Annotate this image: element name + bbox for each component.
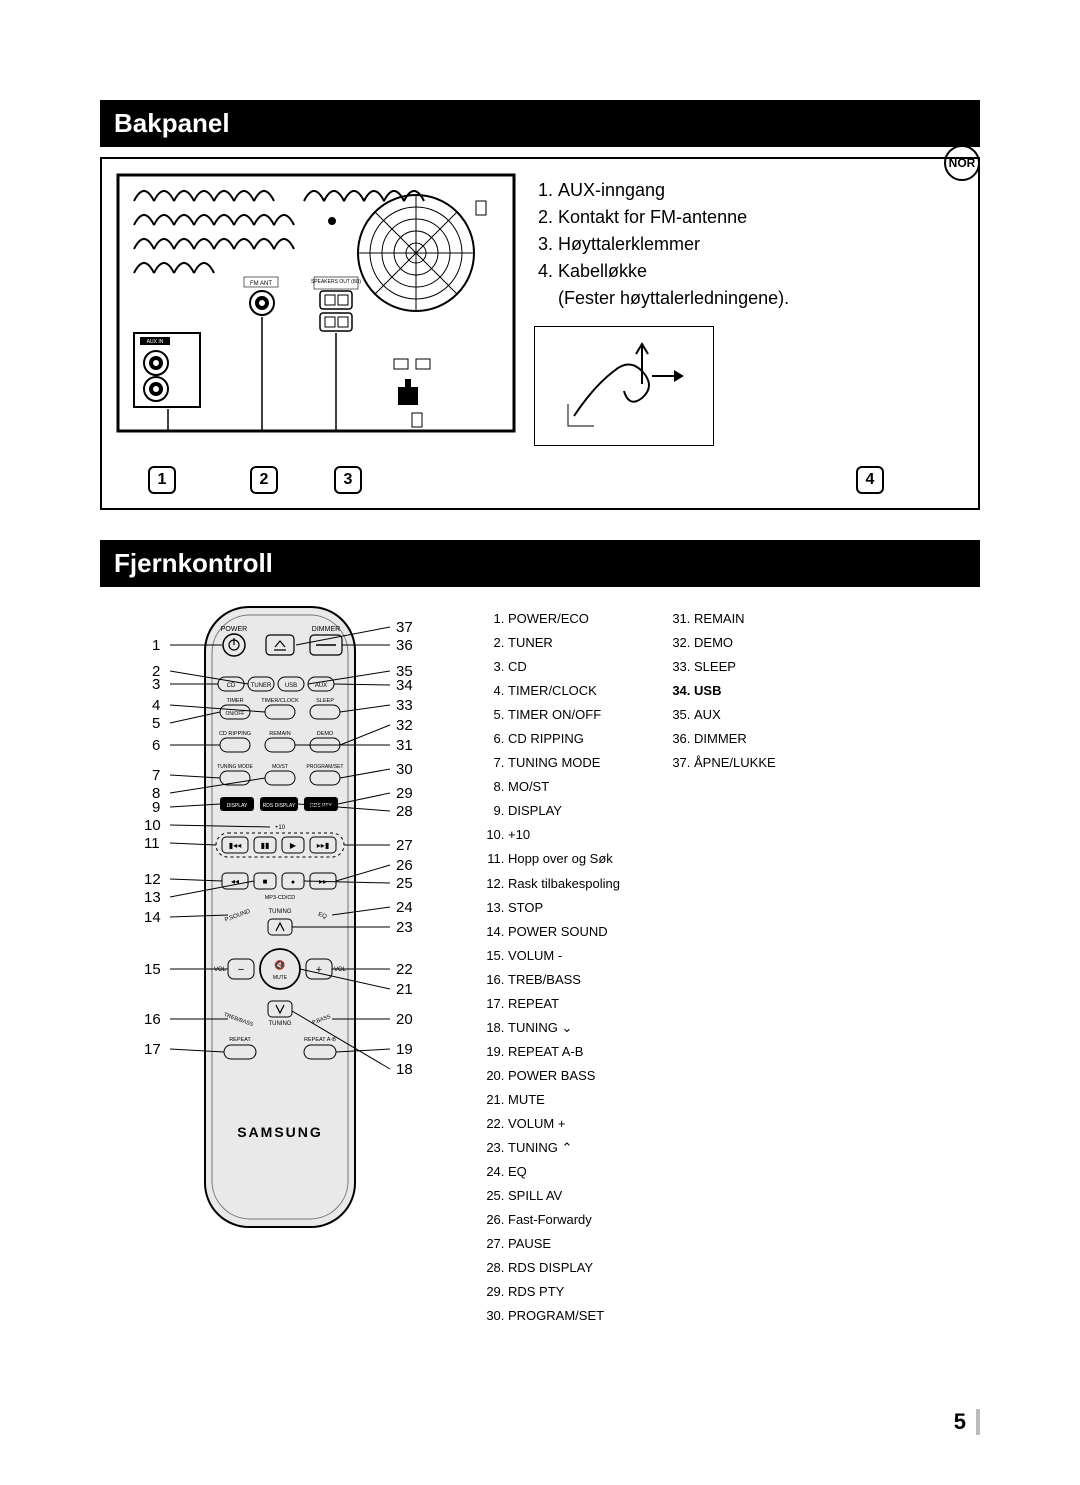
legend-item: Hopp over og Søk — [508, 847, 620, 871]
legend-item: PROGRAM/SET — [508, 1304, 620, 1328]
legend-item: EQ — [508, 1160, 620, 1184]
svg-text:VOL: VOL — [214, 967, 227, 973]
svg-text:CD: CD — [227, 683, 236, 689]
legend-item: MUTE — [508, 1088, 620, 1112]
legend-item: RDS DISPLAY — [508, 1256, 620, 1280]
legend-item: POWER/ECO — [508, 607, 620, 631]
bakpanel-item: AUX-inngang — [558, 177, 964, 204]
legend-item: +10 — [508, 823, 620, 847]
bakpanel-item: Høyttalerklemmer — [558, 231, 964, 258]
bakpanel-item: Kontakt for FM-antenne — [558, 204, 964, 231]
auxin-label: AUX IN — [147, 339, 164, 345]
legend-item: MO/ST — [508, 775, 620, 799]
legend-item: POWER BASS — [508, 1064, 620, 1088]
legend-item: TUNING ⌃ — [508, 1136, 620, 1160]
ref-badge: 4 — [856, 466, 884, 494]
legend-item: USB — [694, 679, 776, 703]
svg-text:●: ● — [291, 879, 295, 886]
svg-text:CD RIPPING: CD RIPPING — [219, 731, 251, 737]
legend-item: Fast-Forwardy — [508, 1208, 620, 1232]
svg-text:MO/ST: MO/ST — [272, 764, 288, 770]
svg-text:MP3-CD/CD: MP3-CD/CD — [265, 895, 296, 901]
legend-item: PAUSE — [508, 1232, 620, 1256]
legend-item: DIMMER — [694, 727, 776, 751]
legend-item: TUNING MODE — [508, 751, 620, 775]
legend-item: REPEAT A-B — [508, 1040, 620, 1064]
section-title-bakpanel: Bakpanel — [100, 100, 980, 147]
svg-text:−: − — [238, 964, 244, 976]
svg-text:■: ■ — [263, 877, 268, 886]
svg-text:+10: +10 — [275, 825, 286, 831]
svg-text:TUNING: TUNING — [269, 1021, 292, 1027]
legend-item: CD RIPPING — [508, 727, 620, 751]
legend-item: VOLUM - — [508, 944, 620, 968]
legend-item: VOLUM + — [508, 1112, 620, 1136]
svg-text:POWER: POWER — [221, 626, 247, 633]
fmant-label: FM ANT — [250, 281, 272, 287]
svg-text:SLEEP: SLEEP — [316, 698, 334, 704]
svg-text:MUTE: MUTE — [273, 975, 288, 981]
svg-text:REMAIN: REMAIN — [269, 731, 290, 737]
legend-item: TUNER — [508, 631, 620, 655]
svg-text:TUNER: TUNER — [251, 683, 272, 689]
svg-text:▮▮: ▮▮ — [261, 841, 270, 850]
svg-text:DIMMER: DIMMER — [312, 626, 340, 633]
bakpanel-frame: FM ANT SPEAKERS OUT (8Ω) A — [100, 157, 980, 510]
legend-item: TREB/BASS — [508, 968, 620, 992]
legend-item: CD — [508, 655, 620, 679]
svg-text:TUNING: TUNING — [269, 909, 292, 915]
bakpanel-extra: (Fester høyttalerledningene). — [558, 285, 964, 312]
legend-item: TIMER ON/OFF — [508, 703, 620, 727]
svg-text:▸▸▮: ▸▸▮ — [317, 841, 329, 850]
section-title-fjernkontroll: Fjernkontroll — [100, 540, 980, 587]
page: NOR Bakpanel — [0, 0, 1080, 1485]
ref-badge: 3 — [334, 466, 362, 494]
legend-item: AUX — [694, 703, 776, 727]
remote-legend: POWER/ECOTUNERCDTIMER/CLOCKTIMER ON/OFFC… — [484, 597, 980, 1328]
legend-col: REMAINDEMOSLEEPUSBAUXDIMMERÅPNE/LUKKE — [670, 607, 776, 1328]
svg-text:DISPLAY: DISPLAY — [227, 803, 248, 809]
legend-item: RDS PTY — [508, 1280, 620, 1304]
legend-item: STOP — [508, 896, 620, 920]
cable-loop-inset — [534, 326, 714, 446]
legend-item: POWER SOUND — [508, 920, 620, 944]
svg-text:AUX: AUX — [315, 683, 327, 689]
svg-text:SAMSUNG: SAMSUNG — [237, 1124, 323, 1140]
legend-item: REMAIN — [694, 607, 776, 631]
legend-item: Rask tilbakespoling — [508, 872, 620, 896]
ref-badge: 2 — [250, 466, 278, 494]
bakpanel-ref-row: 1 2 3 4 — [116, 466, 964, 494]
ref-badge: 1 — [148, 466, 176, 494]
legend-item: TUNING ⌄ — [508, 1016, 620, 1040]
svg-text:🔇: 🔇 — [274, 959, 285, 970]
legend-item: DEMO — [694, 631, 776, 655]
svg-text:REPEAT A-B: REPEAT A-B — [304, 1037, 336, 1043]
svg-text:▮◂◂: ▮◂◂ — [229, 841, 241, 850]
svg-text:▶: ▶ — [290, 841, 297, 850]
svg-text:TIMER: TIMER — [226, 698, 243, 704]
legend-col: POWER/ECOTUNERCDTIMER/CLOCKTIMER ON/OFFC… — [484, 607, 620, 1328]
bakpanel-item: Kabelløkke — [558, 258, 964, 285]
legend-item: DISPLAY — [508, 799, 620, 823]
bakpanel-list: AUX-inngang Kontakt for FM-antenne Høytt… — [534, 173, 964, 446]
svg-text:REPEAT: REPEAT — [229, 1037, 251, 1043]
remote-diagram: POWER DIMMER CD TUNER USB AUX — [100, 597, 460, 1242]
page-number: 5 — [954, 1409, 980, 1435]
legend-item: TIMER/CLOCK — [508, 679, 620, 703]
language-badge: NOR — [944, 145, 980, 181]
legend-item: SLEEP — [694, 655, 776, 679]
svg-text:RDS DISPLAY: RDS DISPLAY — [263, 803, 296, 809]
legend-item: ÅPNE/LUKKE — [694, 751, 776, 775]
svg-text:TIMER/CLOCK: TIMER/CLOCK — [261, 698, 299, 704]
legend-item: REPEAT — [508, 992, 620, 1016]
svg-text:PROGRAM/SET: PROGRAM/SET — [307, 764, 344, 770]
speakers-label: SPEAKERS OUT (8Ω) — [311, 279, 361, 285]
svg-text:TUNING MODE: TUNING MODE — [217, 764, 253, 770]
bakpanel-diagram: FM ANT SPEAKERS OUT (8Ω) A — [116, 173, 516, 446]
svg-text:DEMO: DEMO — [317, 731, 334, 737]
svg-text:VOL: VOL — [334, 967, 347, 973]
legend-item: SPILL AV — [508, 1184, 620, 1208]
svg-text:USB: USB — [285, 683, 297, 689]
svg-text:ON/OFF: ON/OFF — [226, 711, 245, 717]
